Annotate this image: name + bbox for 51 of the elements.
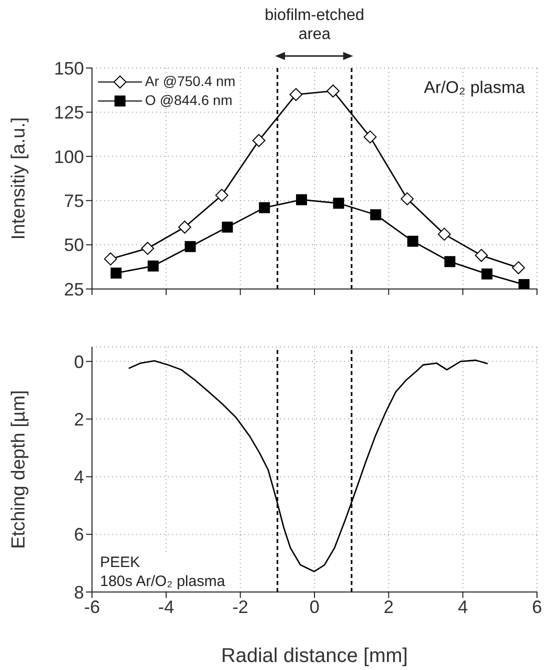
y-tick-label: 125	[54, 102, 84, 123]
y-axis-title: Etching depth [µm]	[8, 390, 30, 549]
annotation: 180s Ar/O₂ plasma	[100, 572, 226, 591]
y-tick-label: 2	[74, 409, 84, 430]
point	[184, 241, 196, 252]
x-tick-label: 0	[309, 596, 320, 617]
point	[518, 279, 530, 289]
point	[252, 134, 266, 147]
y-tick-label: 0	[74, 352, 84, 372]
x-tick-label: 6	[532, 596, 542, 617]
point	[296, 194, 308, 206]
point	[444, 256, 456, 268]
y-tick-label: 4	[74, 467, 84, 488]
x-tick-label: -6	[84, 596, 100, 617]
y-tick-label: 100	[54, 146, 84, 167]
point	[104, 252, 118, 266]
x-tick-label: -4	[158, 596, 174, 617]
point	[148, 260, 159, 272]
annotation: PEEK	[100, 553, 142, 572]
point	[222, 222, 233, 233]
point	[512, 261, 525, 274]
x-tick-label: 4	[458, 596, 468, 617]
y-tick-label: 8	[74, 582, 84, 602]
x-tick-label: -2	[232, 596, 248, 617]
point	[258, 202, 270, 214]
y-tick-label: 150	[54, 58, 84, 78]
point	[481, 268, 492, 280]
annotation: Ar/O₂ plasma	[424, 78, 525, 98]
point	[289, 88, 302, 102]
point	[400, 192, 414, 206]
y-tick-label: 6	[74, 524, 84, 545]
point	[215, 188, 228, 202]
point	[370, 209, 382, 220]
legend-label: O @844.6 nm	[145, 91, 232, 110]
point	[407, 236, 418, 247]
x-axis-title: Radial distance [mm]	[221, 645, 408, 667]
point	[178, 220, 192, 234]
point	[326, 84, 340, 98]
text: biofilm-etched area	[264, 6, 366, 44]
legend-label: Ar @750.4 nm	[145, 72, 236, 91]
point	[364, 130, 377, 144]
point	[141, 242, 154, 255]
x-tick-label: 2	[384, 596, 394, 617]
y-axis-title: Intensitiy [a.u.]	[8, 117, 30, 240]
y-tick-label: 75	[64, 190, 84, 211]
point	[474, 248, 488, 262]
point	[110, 268, 122, 279]
y-tick-label: 25	[64, 279, 84, 300]
y-tick-label: 50	[64, 235, 84, 256]
point	[333, 198, 344, 209]
point	[438, 228, 451, 241]
